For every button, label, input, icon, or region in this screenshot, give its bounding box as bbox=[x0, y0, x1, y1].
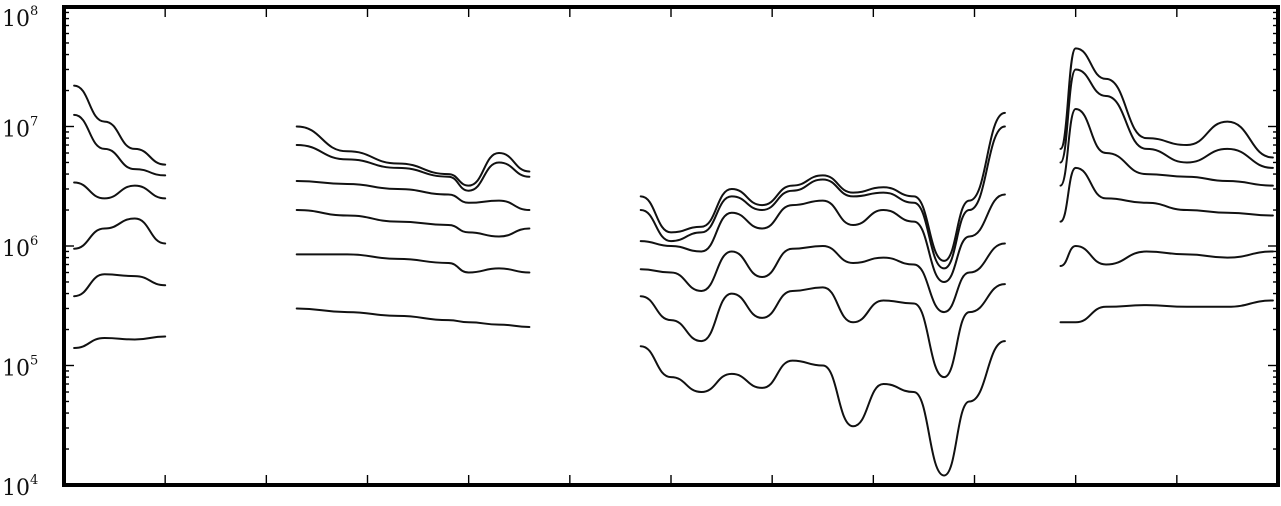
series-line-group3-4 bbox=[639, 242, 1006, 314]
series-line-group1-5 bbox=[73, 273, 167, 298]
plot-frame bbox=[62, 5, 1280, 487]
y-tick-label: 105 bbox=[2, 354, 38, 382]
series-line-group3-2 bbox=[639, 125, 1006, 270]
series-line-group1-2 bbox=[73, 113, 167, 177]
series-line-group2-3 bbox=[295, 180, 531, 211]
series-line-group3-1 bbox=[639, 111, 1006, 262]
series-line-group4-6 bbox=[1059, 299, 1274, 324]
series-line-group2-2 bbox=[295, 144, 531, 192]
y-tick-label: 107 bbox=[2, 115, 38, 143]
series-line-group3-3 bbox=[639, 193, 1006, 283]
series-line-group4-3 bbox=[1059, 108, 1274, 187]
y-tick-base: 10 bbox=[2, 118, 30, 143]
series-lines bbox=[73, 47, 1274, 477]
y-tick-exponent: 8 bbox=[30, 4, 38, 19]
series-line-group2-6 bbox=[295, 307, 531, 328]
series-line-group3-6 bbox=[639, 340, 1006, 477]
y-tick-label: 108 bbox=[2, 4, 38, 32]
series-line-group3-5 bbox=[639, 283, 1006, 379]
series-line-group2-1 bbox=[295, 125, 531, 187]
series-line-group4-4 bbox=[1059, 166, 1274, 223]
y-tick-base: 10 bbox=[2, 237, 30, 262]
y-tick-base: 10 bbox=[2, 476, 30, 501]
y-tick-exponent: 7 bbox=[30, 115, 38, 130]
y-tick-base: 10 bbox=[2, 357, 30, 382]
y-tick-exponent: 4 bbox=[30, 473, 38, 488]
series-line-group1-3 bbox=[73, 181, 167, 200]
series-line-group4-2 bbox=[1059, 68, 1274, 169]
series-line-group4-1 bbox=[1059, 47, 1274, 159]
series-line-group4-5 bbox=[1059, 245, 1274, 267]
series-line-group1-6 bbox=[73, 335, 167, 349]
series-line-group1-4 bbox=[73, 217, 167, 250]
series-line-group2-4 bbox=[295, 209, 531, 238]
y-tick-exponent: 5 bbox=[30, 354, 38, 369]
y-tick-label: 106 bbox=[2, 234, 38, 262]
series-line-group1-1 bbox=[73, 84, 167, 166]
y-tick-exponent: 6 bbox=[30, 234, 38, 249]
y-tick-label: 104 bbox=[2, 473, 38, 501]
y-tick-base: 10 bbox=[2, 7, 30, 32]
series-line-group2-5 bbox=[295, 253, 531, 274]
